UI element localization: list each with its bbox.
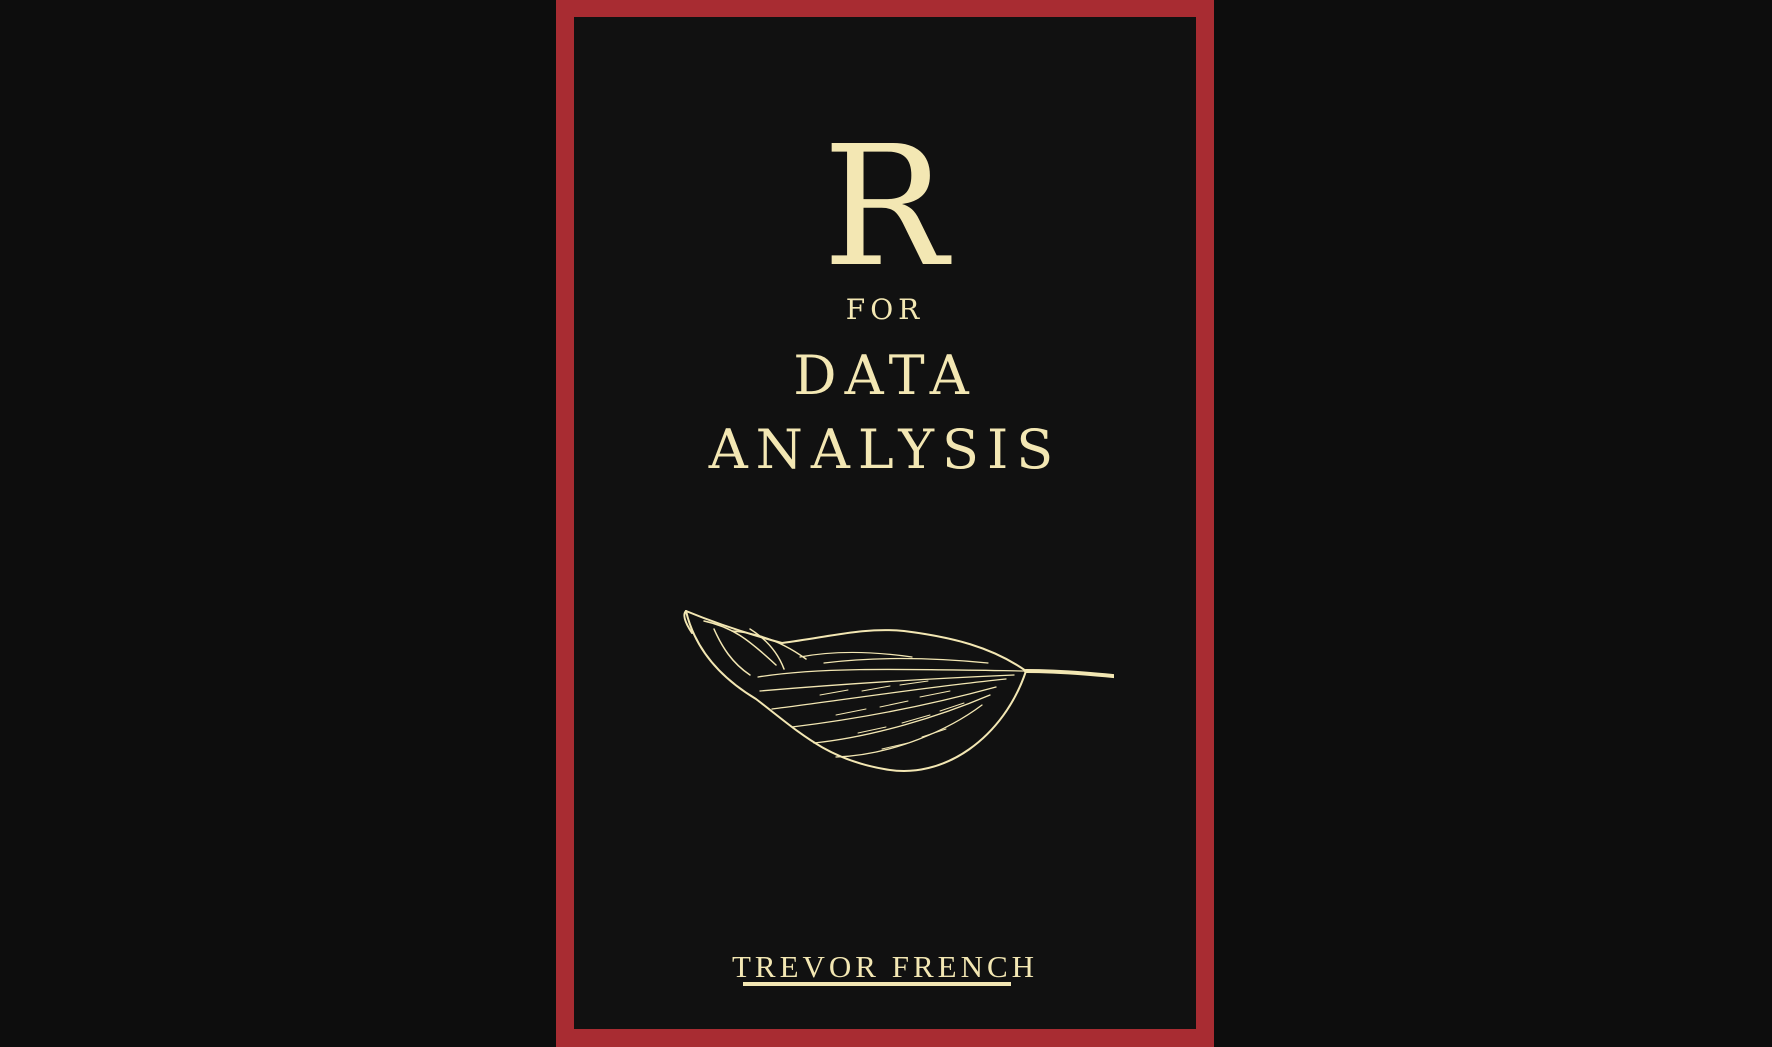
title-line-2: ANALYSIS [708,418,1062,481]
title-line-1: DATA [793,344,977,407]
book-cover: R FOR DATA ANALYSIS [556,0,1214,1047]
leaf-icon [683,610,1114,772]
author-name: TREVOR FRENCH [731,949,1039,984]
title-connector: FOR [845,293,925,326]
book-cover-panel: R FOR DATA ANALYSIS [574,17,1196,1029]
title-letter: R [822,111,948,304]
author-underline [743,982,1011,986]
